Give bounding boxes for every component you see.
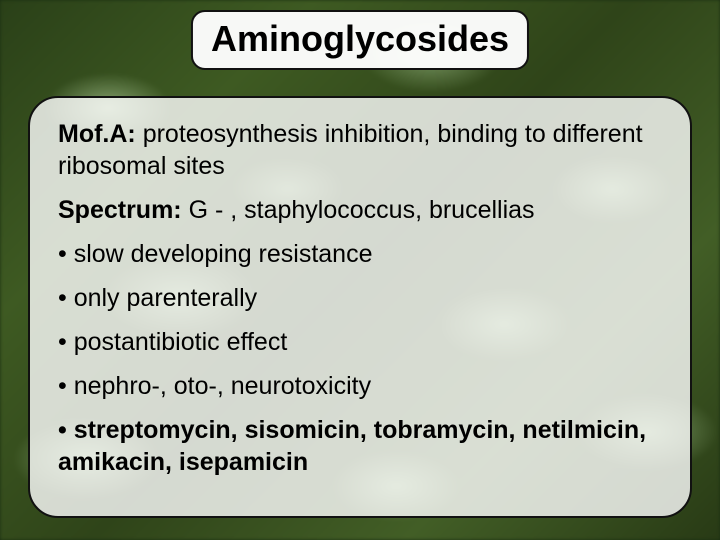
spectrum-line: Spectrum: G - , staphylococcus, brucelli…: [58, 194, 662, 226]
slide-title: Aminoglycosides: [211, 18, 509, 60]
drugs-bullet: • streptomycin, sisomicin, tobramycin, n…: [58, 414, 662, 478]
spectrum-text: G - , staphylococcus, brucellias: [182, 196, 535, 224]
bullet-item: • postantibiotic effect: [58, 326, 662, 358]
mofa-label: Mof.A:: [58, 120, 136, 148]
content-card: Mof.A: proteosynthesis inhibition, bindi…: [28, 96, 692, 518]
mofa-text: proteosynthesis inhibition, binding to d…: [58, 120, 643, 180]
title-card: Aminoglycosides: [191, 10, 529, 70]
spectrum-label: Spectrum:: [58, 196, 182, 224]
bullet-item: • only parenterally: [58, 282, 662, 314]
bullet-item: • slow developing resistance: [58, 238, 662, 270]
mofa-line: Mof.A: proteosynthesis inhibition, bindi…: [58, 118, 662, 182]
bullet-item: • nephro-, oto-, neurotoxicity: [58, 370, 662, 402]
